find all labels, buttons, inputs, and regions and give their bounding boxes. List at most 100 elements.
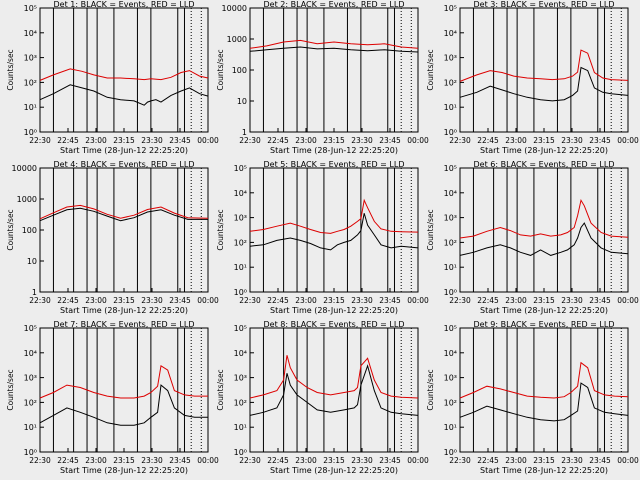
y-axis-label: Counts/sec	[6, 369, 15, 410]
x-tick-label: 22:30	[239, 456, 261, 465]
series-line-lld	[459, 198, 629, 239]
chart-panel-3: 10⁰ 10¹ 10² 10³ 10⁴ 10⁵ 22:30 22:45 23:00 23:15 23…	[426, 0, 639, 155]
series-line-events	[249, 213, 419, 251]
x-tick-label: 22:45	[267, 296, 289, 305]
x-tick-label: 23:30	[561, 456, 583, 465]
y-tick-label: 10¹	[234, 263, 247, 272]
chart-title: Det 8: BLACK = Events, RED = LLD	[264, 320, 405, 329]
x-tick-label: 23:30	[561, 296, 583, 305]
series-line-events	[39, 207, 208, 222]
x-tick-label: 23:15	[323, 136, 345, 145]
y-tick-label: 10⁰	[234, 448, 247, 457]
x-tick-label: 23:30	[141, 296, 163, 305]
y-tick-label: 10⁵	[444, 324, 457, 333]
y-tick-label: 10³	[24, 374, 37, 383]
x-tick-label: 00:00	[617, 136, 639, 145]
y-tick-label: 100	[22, 226, 37, 235]
y-tick-label: 1000	[227, 35, 247, 44]
chart-panel-5: 10⁰ 10¹ 10² 10³ 10⁴ 10⁵ 22:30 22:45 23:00 23:15 23…	[216, 160, 429, 315]
x-tick-label: 23:45	[589, 456, 611, 465]
x-tick-label: 22:45	[57, 456, 79, 465]
series-line-lld	[39, 364, 208, 399]
y-tick-label: 10¹	[444, 103, 457, 112]
series-line-events	[249, 364, 419, 416]
x-tick-label: 23:30	[561, 136, 583, 145]
y-tick-label: 10⁴	[24, 349, 37, 358]
plot-frame	[459, 167, 629, 293]
x-tick-label: 00:00	[197, 296, 219, 305]
y-tick-label: 10	[27, 257, 37, 266]
x-tick-label: 23:00	[505, 296, 527, 305]
x-tick-label: 22:45	[267, 456, 289, 465]
chart-panel-7: 10⁰ 10¹ 10² 10³ 10⁴ 10⁵ 22:30 22:45 23:00 23:15 23…	[6, 320, 219, 475]
x-tick-label: 00:00	[617, 296, 639, 305]
x-tick-label: 22:45	[57, 136, 79, 145]
plot-frame	[249, 327, 419, 453]
y-tick-label: 10²	[444, 238, 457, 247]
y-axis-label: Counts/sec	[216, 209, 225, 250]
series-line-events	[459, 66, 629, 102]
plot-frame	[39, 167, 209, 293]
y-tick-label: 10⁵	[444, 164, 457, 173]
x-tick-label: 00:00	[197, 136, 219, 145]
y-tick-label: 10²	[444, 398, 457, 407]
y-tick-label: 100	[232, 66, 247, 75]
x-tick-label: 22:45	[477, 136, 499, 145]
x-tick-label: 23:45	[589, 296, 611, 305]
y-tick-label: 10³	[24, 54, 37, 63]
y-tick-label: 10	[237, 97, 247, 106]
y-tick-label: 10⁴	[444, 29, 457, 38]
y-tick-label: 10⁵	[24, 324, 37, 333]
y-tick-label: 10¹	[234, 423, 247, 432]
y-tick-label: 1000	[17, 195, 37, 204]
y-tick-label: 10⁵	[24, 4, 37, 13]
chart-title: Det 6: BLACK = Events, RED = LLD	[474, 160, 615, 169]
plot-frame	[249, 167, 419, 293]
x-tick-label: 23:15	[323, 296, 345, 305]
x-tick-label: 22:30	[29, 296, 51, 305]
y-axis-label: Counts/sec	[426, 209, 435, 250]
plot-frame	[459, 327, 629, 453]
x-tick-label: 00:00	[617, 456, 639, 465]
y-tick-label: 10²	[444, 78, 457, 87]
y-tick-label: 10²	[234, 238, 247, 247]
x-tick-label: 22:30	[449, 136, 471, 145]
x-tick-label: 22:45	[477, 296, 499, 305]
chart-title: Det 1: BLACK = Events, RED = LLD	[54, 0, 195, 9]
x-tick-label: 22:30	[29, 136, 51, 145]
y-tick-label: 1	[242, 128, 247, 137]
series-line-lld	[249, 39, 419, 49]
y-tick-label: 10¹	[24, 103, 37, 112]
y-tick-label: 10²	[234, 398, 247, 407]
series-line-events	[459, 222, 629, 256]
x-tick-label: 22:30	[29, 456, 51, 465]
y-tick-label: 10⁴	[444, 349, 457, 358]
x-tick-label: 23:00	[85, 296, 107, 305]
x-tick-label: 23:15	[113, 136, 135, 145]
series-line-events	[249, 46, 419, 53]
y-axis-label: Counts/sec	[216, 369, 225, 410]
x-tick-label: 23:00	[85, 456, 107, 465]
y-tick-label: 10⁴	[234, 349, 247, 358]
y-tick-label: 1	[32, 288, 37, 297]
y-axis-label: Counts/sec	[426, 49, 435, 90]
x-axis-label: Start Time (28-Jun-12 22:25:20)	[270, 466, 398, 475]
chart-title: Det 4: BLACK = Events, RED = LLD	[54, 160, 195, 169]
x-tick-label: 22:30	[449, 456, 471, 465]
y-axis-label: Counts/sec	[216, 49, 225, 90]
x-axis-label: Start Time (28-Jun-12 22:25:20)	[60, 306, 188, 315]
x-tick-label: 23:30	[141, 136, 163, 145]
y-tick-label: 10⁰	[24, 448, 37, 457]
chart-panel-6: 10⁰ 10¹ 10² 10³ 10⁴ 10⁵ 22:30 22:45 23:00 23:15 23…	[426, 160, 639, 315]
chart-panel-9: 10⁰ 10¹ 10² 10³ 10⁴ 10⁵ 22:30 22:45 23:00 23:15 23…	[426, 320, 639, 475]
x-tick-label: 23:00	[505, 136, 527, 145]
y-tick-label: 10³	[444, 214, 457, 223]
y-tick-label: 10⁰	[234, 288, 247, 297]
y-tick-label: 10¹	[444, 263, 457, 272]
chart-title: Det 9: BLACK = Events, RED = LLD	[474, 320, 615, 329]
x-tick-label: 23:45	[169, 136, 191, 145]
x-axis-label: Start Time (28-Jun-12 22:25:20)	[60, 146, 188, 155]
x-tick-label: 23:00	[295, 456, 317, 465]
y-tick-label: 10³	[444, 374, 457, 383]
